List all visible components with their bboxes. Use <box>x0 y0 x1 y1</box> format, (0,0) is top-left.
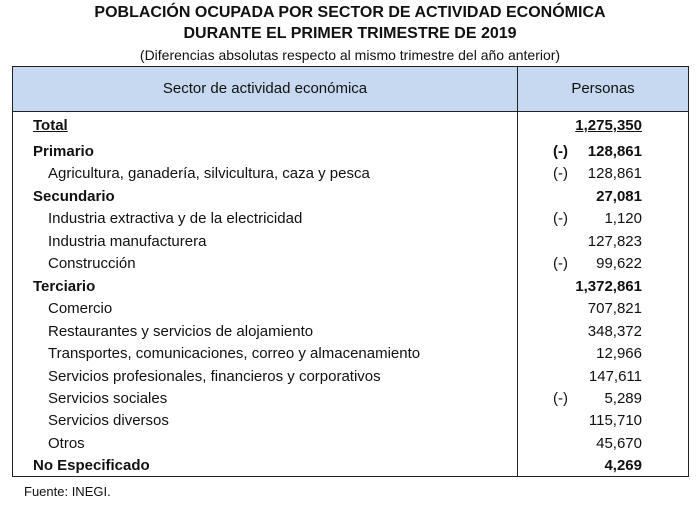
row-value: 348,372 <box>587 322 642 340</box>
row-value: 4,269 <box>604 457 642 475</box>
row-value: 147,611 <box>588 367 642 385</box>
row-value: 45,670 <box>596 434 642 452</box>
row-label: Comercio <box>48 300 113 318</box>
row-label: Total <box>33 117 68 134</box>
row-sign: (-) <box>553 165 568 183</box>
row-label: Servicios sociales <box>48 389 168 407</box>
row-value: 99,622 <box>596 255 642 273</box>
row-label: No Especificado <box>33 457 150 475</box>
footer: Fuente: INEGI. <box>24 484 111 499</box>
table-header: Sector de actividad económica Personas <box>13 67 688 112</box>
row-value: 1,120 <box>604 210 642 228</box>
title-line: POBLACIÓN OCUPADA POR SECTOR DE ACTIVIDA… <box>94 4 606 21</box>
row-label: Industria extractiva y de la electricida… <box>48 210 303 228</box>
row-sign: (-) <box>553 255 568 273</box>
row-label: Servicios diversos <box>48 412 169 430</box>
row-value: 128,861 <box>587 143 642 160</box>
row-value: 5,289 <box>604 389 642 407</box>
row-label: Servicios profesionales, financieros y c… <box>48 367 381 385</box>
row-sign: (-) <box>553 210 568 228</box>
row-sign: (-) <box>553 389 568 407</box>
table: Sector de actividad económica Personas T… <box>12 66 689 477</box>
row-label: Primario <box>33 143 94 160</box>
row-value: 127,823 <box>587 232 642 250</box>
row-value: 707,821 <box>587 300 642 318</box>
row-value: 115,710 <box>588 412 642 430</box>
column-header: Sector de actividad económica <box>162 80 368 97</box>
title-line: DURANTE EL PRIMER TRIMESTRE DE 2019 <box>183 25 517 42</box>
subtitle: (Diferencias absolutas respecto al mismo… <box>139 47 561 63</box>
row-value: 1,275,350 <box>575 117 642 134</box>
row-value: 128,861 <box>587 165 642 183</box>
row-value: 27,081 <box>596 187 642 205</box>
row-label: Terciario <box>33 277 96 295</box>
row-label: Otros <box>48 434 85 452</box>
row-sign: (-) <box>553 143 568 160</box>
column-header: Personas <box>571 80 635 97</box>
row-label: Construcción <box>48 255 136 273</box>
row-label: Agricultura, ganadería, silvicultura, ca… <box>48 165 370 183</box>
row-label: Transportes, comunicaciones, correo y al… <box>48 345 421 363</box>
row-label: Restaurantes y servicios de alojamiento <box>48 322 314 340</box>
row-value: 12,966 <box>596 345 642 363</box>
row-value: 1,372,861 <box>575 277 642 295</box>
column-divider <box>517 67 518 476</box>
row-label: Secundario <box>33 187 115 205</box>
row-label: Industria manufacturera <box>48 232 207 250</box>
